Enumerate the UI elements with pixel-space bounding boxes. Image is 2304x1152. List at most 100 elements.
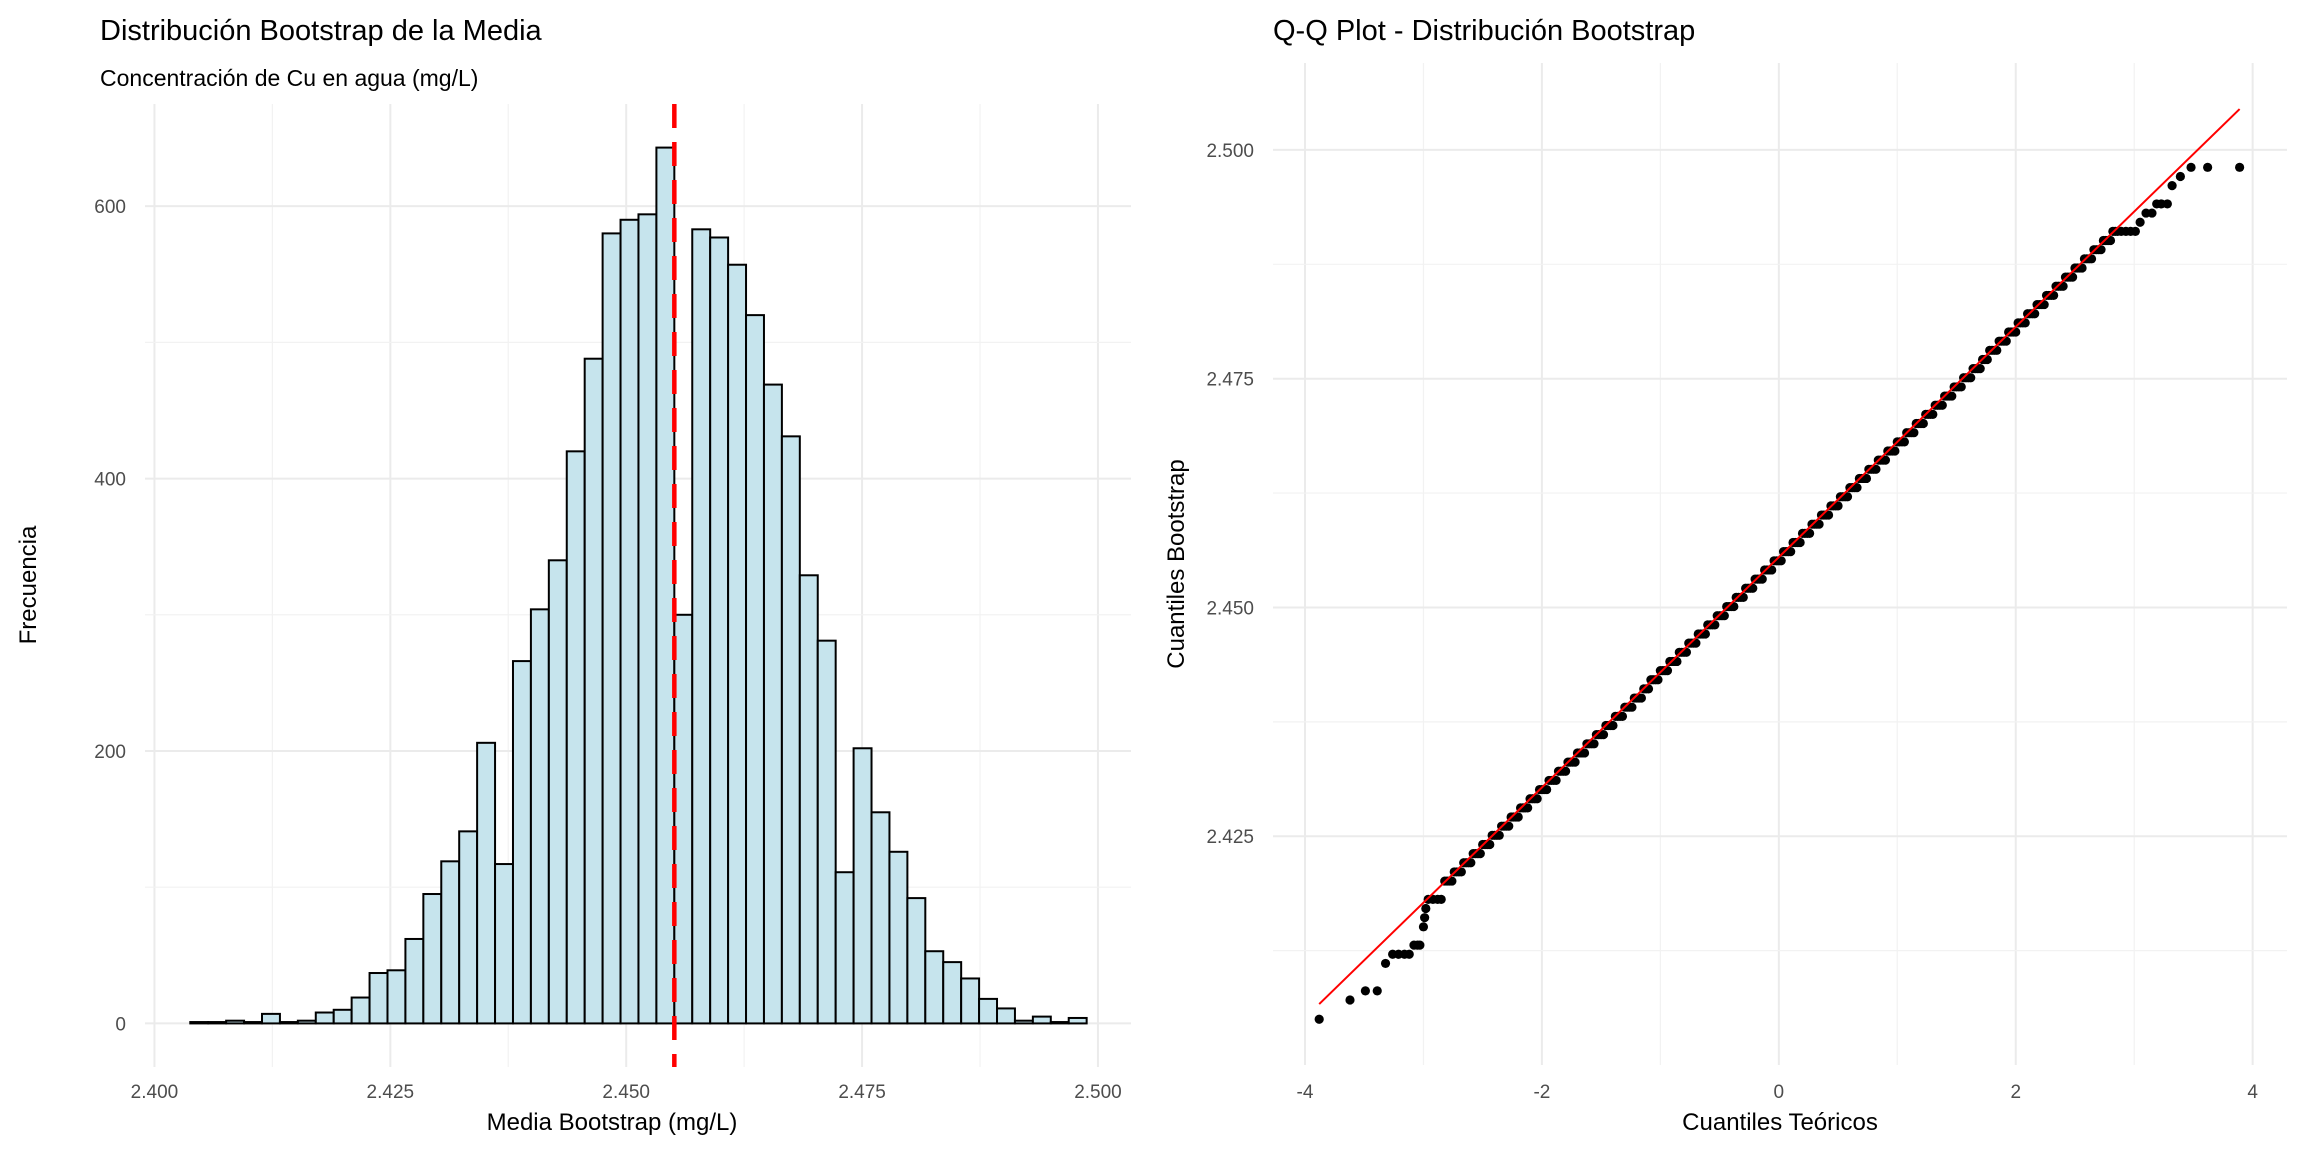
histogram-bar	[780, 435, 801, 1025]
y-tick-label: 200	[94, 742, 126, 763]
histogram-bar	[637, 213, 658, 1025]
qq-point	[1372, 986, 1382, 996]
qq-point	[2175, 171, 2185, 182]
qq-point	[1421, 903, 1431, 914]
qq-point	[1475, 849, 1485, 859]
histogram-bar	[978, 997, 999, 1025]
qq-point	[1598, 730, 1609, 740]
histogram-bar	[852, 747, 873, 1025]
qq-point	[1380, 958, 1391, 969]
y-tick-label: 2.500	[1206, 141, 1254, 162]
histogram-bar	[332, 1008, 353, 1025]
histogram-bar	[619, 218, 640, 1025]
histogram-bar	[278, 1021, 299, 1025]
qq-point	[1842, 492, 1853, 502]
qq-point	[1937, 400, 1947, 410]
qq-point	[1776, 556, 1786, 566]
histogram-bar	[673, 613, 694, 1025]
histogram-bar	[529, 608, 550, 1025]
histogram-bar	[924, 950, 945, 1025]
y-tick-label: 2.425	[1206, 827, 1254, 848]
histogram-bar	[906, 897, 927, 1025]
qq-point	[1504, 821, 1514, 831]
qq-point	[1909, 428, 1919, 438]
qq-point	[1975, 364, 1985, 374]
qq-point	[1418, 922, 1429, 932]
qq-point	[1890, 446, 1900, 456]
x-tick-label: 2	[2010, 1082, 2021, 1103]
histogram-bar	[1031, 1015, 1052, 1025]
histogram-bar	[583, 357, 604, 1025]
qq-point	[1420, 913, 1430, 923]
histogram-bar	[745, 314, 765, 1025]
histogram-bar	[601, 232, 622, 1025]
histogram-bar	[1013, 1019, 1034, 1025]
histogram-bar	[458, 830, 479, 1025]
x-tick-label: 4	[2247, 1082, 2258, 1103]
qq-point	[1404, 949, 1414, 959]
qq-point	[2235, 162, 2245, 172]
y-tick-label: 0	[115, 1014, 126, 1035]
qq-point	[1833, 501, 1843, 511]
qq-point	[1918, 418, 1928, 429]
qq-point	[1415, 940, 1425, 950]
histogram-bar	[960, 977, 981, 1025]
histogram-bar	[386, 969, 407, 1025]
qq-point	[1513, 812, 1523, 822]
qq-point	[1436, 894, 1446, 904]
qq-point	[1956, 382, 1966, 392]
x-tick-label: -4	[1297, 1082, 1314, 1103]
qq-point	[1551, 775, 1561, 786]
qq-point	[1899, 437, 1909, 447]
histogram-bar	[1067, 1016, 1088, 1025]
histogram-bar	[1049, 1021, 1070, 1025]
qq-y-ticks: 2.425 2.450 2.475 2.500	[1206, 141, 1254, 848]
histogram-bar	[709, 236, 730, 1025]
histogram-bar	[547, 559, 568, 1025]
x-tick-label: 2.450	[602, 1082, 650, 1103]
qq-point	[1823, 510, 1834, 520]
histogram-bar	[314, 1011, 335, 1025]
histogram-title: Distribución Bootstrap de la Media	[100, 15, 543, 47]
histogram-bar	[476, 741, 497, 1025]
histogram-bar	[368, 972, 389, 1025]
histogram-bar	[189, 1021, 210, 1025]
qq-point	[1947, 391, 1957, 401]
histogram-x-axis-title: Media Bootstrap (mg/L)	[487, 1109, 738, 1136]
qq-point	[1570, 757, 1580, 767]
qq-x-ticks: -4 -2 0 2 4	[1297, 1082, 2259, 1103]
x-tick-label: 2.500	[1074, 1082, 1122, 1103]
qq-y-axis-title: Cuantiles Bootstrap	[1163, 459, 1190, 668]
histogram-bar	[816, 639, 837, 1025]
qq-reference-line	[1318, 108, 2241, 1005]
x-tick-label: 0	[1774, 1082, 1785, 1103]
qq-point	[1795, 537, 1805, 548]
qq-point	[1447, 876, 1457, 886]
qq-point	[1589, 739, 1599, 749]
qq-x-axis-title: Cuantiles Teóricos	[1682, 1109, 1878, 1136]
qq-title: Q-Q Plot - Distribución Bootstrap	[1273, 15, 1695, 47]
histogram-bar	[798, 574, 819, 1025]
qq-point	[1617, 711, 1628, 721]
x-tick-label: 2.400	[131, 1082, 179, 1103]
histogram-y-ticks: 0 200 400 600	[94, 197, 126, 1035]
x-tick-label: 2.475	[838, 1082, 886, 1103]
histogram-bar	[996, 1007, 1016, 1025]
qq-point	[1928, 409, 1938, 419]
qq-point	[1805, 528, 1815, 538]
histogram-bar	[942, 961, 963, 1025]
qq-point	[1627, 702, 1637, 712]
histogram-bar	[691, 228, 712, 1025]
qq-point	[1579, 748, 1590, 758]
qq-point	[1871, 464, 1881, 474]
qq-point	[1560, 766, 1571, 776]
histogram-bar	[888, 850, 909, 1025]
qq-gridlines	[1273, 63, 2287, 1065]
y-tick-label: 400	[94, 470, 126, 491]
qq-plot-panel: Q-Q Plot - Distribución Bootstrap -4 -2 …	[1163, 15, 2287, 1136]
qq-point	[1466, 858, 1476, 868]
qq-point	[1456, 867, 1466, 877]
histogram-bar	[350, 996, 371, 1025]
histogram-bar	[727, 263, 748, 1025]
